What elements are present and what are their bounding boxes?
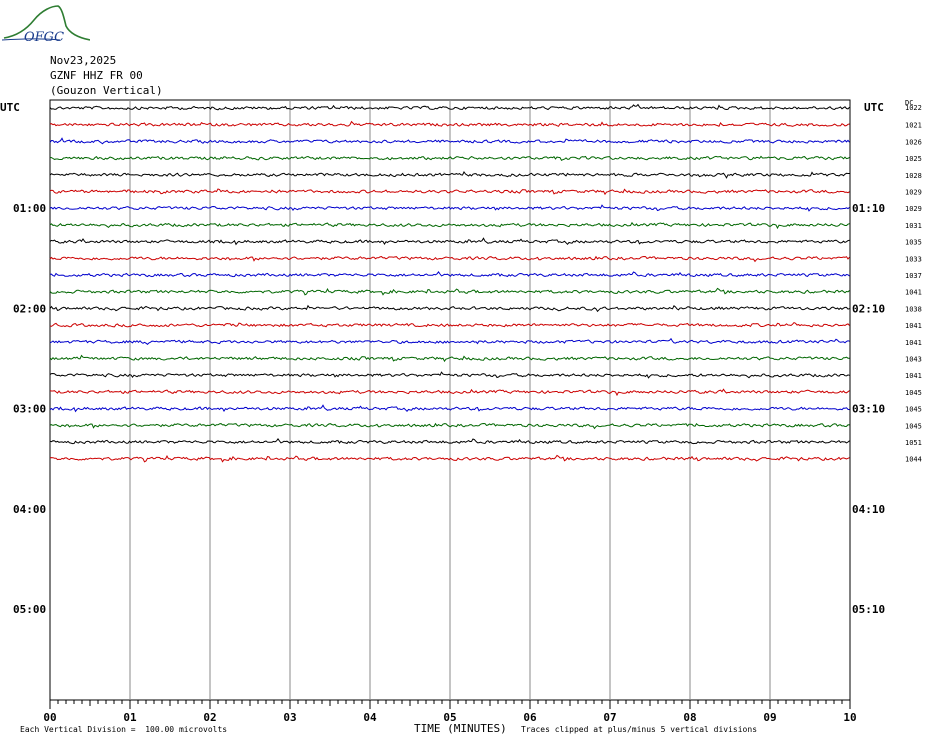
clip-note: Traces clipped at plus/minus 5 vertical … (521, 725, 758, 734)
x-tick-label: 07 (603, 711, 616, 724)
x-tick-label: 10 (843, 711, 856, 724)
x-tick-label: 08 (683, 711, 696, 724)
seismic-trace (49, 271, 850, 278)
dc-offset-label: 1045 (905, 422, 922, 430)
seismic-trace (49, 321, 850, 328)
chart-date: Nov23,2025 (50, 54, 117, 67)
seismic-traces (49, 103, 850, 463)
seismic-trace (49, 438, 850, 445)
dc-offset-label: 1043 (905, 356, 922, 364)
dc-offset-label: 1051 (905, 439, 922, 447)
seismic-trace (49, 388, 850, 397)
left-axis-label: UTC (0, 101, 20, 114)
seismic-trace (49, 204, 850, 212)
grid (49, 99, 851, 709)
right-time-label: 01:10 (852, 202, 885, 215)
x-tick-label: 09 (763, 711, 776, 724)
logo-mountain-icon (3, 5, 90, 41)
right-time-label: 05:10 (852, 603, 885, 616)
x-tick-label: 05 (443, 711, 456, 724)
x-tick-label: 00 (43, 711, 56, 724)
right-axis-label: UTC (864, 101, 884, 114)
seismic-trace (49, 422, 850, 430)
dc-offset-label: 1041 (905, 339, 922, 347)
dc-offset-label: 1028 (905, 172, 922, 180)
right-time-label: 03:10 (852, 403, 885, 416)
dc-header: DC (905, 99, 913, 107)
seismic-trace (49, 404, 850, 413)
left-time-label: 04:00 (13, 503, 46, 516)
dc-offset-label: 1045 (905, 406, 922, 414)
dc-offset-label: 1029 (905, 205, 922, 213)
dc-offset-label: 1026 (905, 138, 922, 146)
seismic-trace (49, 137, 850, 145)
x-tick-label: 06 (523, 711, 537, 724)
x-tick-label: 03 (283, 711, 296, 724)
seismic-trace (49, 155, 850, 161)
scale-note: Each Vertical Division = 100.00 microvol… (20, 725, 228, 734)
seismic-trace (49, 454, 850, 463)
seismic-trace (49, 188, 850, 196)
station-code: GZNF HHZ FR 00 (50, 69, 143, 82)
dc-offset-label: 1033 (905, 255, 922, 263)
right-time-label: 02:10 (852, 302, 885, 315)
x-tick-label: 04 (363, 711, 377, 724)
x-tick-label: 02 (203, 711, 216, 724)
x-axis-title: TIME (MINUTES) (414, 722, 507, 735)
seismic-trace (49, 371, 850, 379)
seismic-trace (49, 221, 850, 230)
dc-offset-label: 1025 (905, 155, 922, 163)
left-time-label: 02:00 (13, 302, 46, 315)
dc-offset-label: 1045 (905, 389, 922, 397)
dc-offset-label: 1037 (905, 272, 922, 280)
left-time-label: 05:00 (13, 603, 46, 616)
seismic-trace (49, 171, 850, 179)
dc-offset-label: 1041 (905, 289, 922, 297)
right-time-label: 04:10 (852, 503, 885, 516)
dc-offset-label: 1038 (905, 305, 922, 313)
left-time-label: 01:00 (13, 202, 46, 215)
seismic-trace (49, 337, 850, 345)
logo-text: OFGC (24, 30, 64, 45)
dc-offset-label: 1031 (905, 222, 922, 230)
seismic-trace (49, 304, 850, 313)
dc-offset-label: 1044 (905, 456, 922, 464)
seismic-trace (49, 120, 850, 127)
seismic-trace (49, 237, 850, 246)
station-location: (Gouzon Vertical) (50, 84, 163, 97)
x-tick-label: 01 (123, 711, 137, 724)
seismic-trace (49, 103, 850, 111)
dc-offset-label: 1041 (905, 372, 922, 380)
seismic-trace (49, 354, 850, 363)
dc-offset-label: 1029 (905, 189, 922, 197)
seismic-trace (49, 255, 850, 263)
dc-offset-label: 1035 (905, 239, 922, 247)
dc-offset-label: 1041 (905, 322, 922, 330)
axis-labels: 00 01 02 03 04 05 06 07 08 09 10 UTC UTC DC 01:00 02:00… (0, 99, 922, 724)
ofgc-logo: OFGC (1, 5, 90, 45)
dc-offset-label: 1022 (905, 104, 922, 112)
left-time-label: 03:00 (13, 403, 46, 416)
dc-offset-label: 1021 (905, 122, 922, 130)
seismic-trace (49, 287, 850, 296)
